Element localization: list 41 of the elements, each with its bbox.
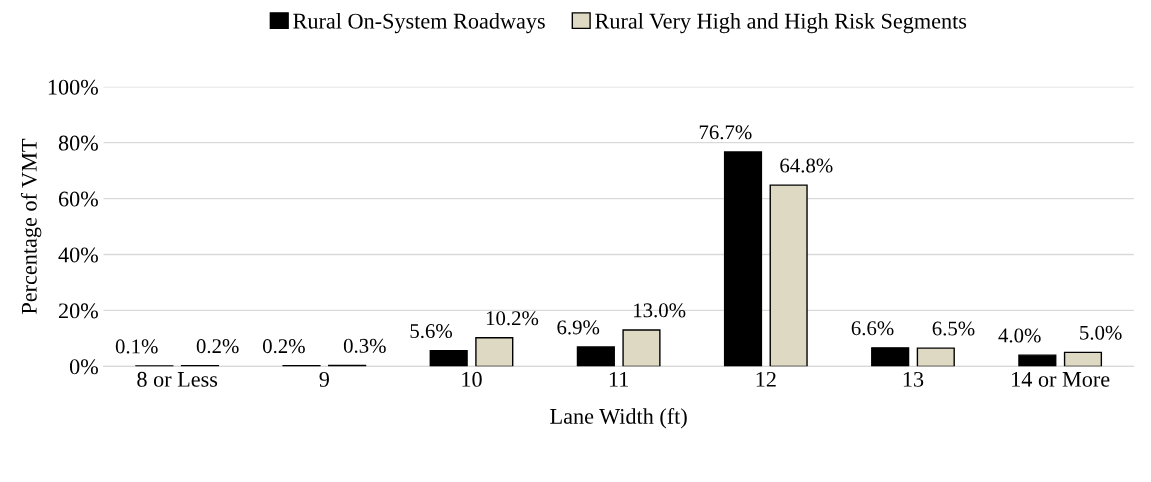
bar <box>916 347 955 367</box>
y-axis-title: Percentage of VMT <box>20 138 42 314</box>
data-label: 76.7% <box>699 125 752 140</box>
y-tick-label: 80% <box>58 135 98 151</box>
data-label: 13.0% <box>634 303 686 318</box>
data-label: 6.5% <box>932 321 975 336</box>
bar <box>723 151 763 367</box>
x-tick-label: 11 <box>609 371 629 387</box>
bar <box>769 184 808 367</box>
data-label: 64.8% <box>780 158 833 173</box>
data-label: 6.6% <box>851 321 894 336</box>
data-label: 0.1% <box>115 339 158 354</box>
bar <box>475 337 514 367</box>
legend-label: Rural On-System Roadways <box>293 13 545 34</box>
legend-label: Rural Very High and High Risk Segments <box>595 13 967 34</box>
data-label: 0.2% <box>196 339 239 354</box>
bar <box>576 346 615 367</box>
bar <box>1063 351 1103 367</box>
data-label: 6.9% <box>557 320 600 335</box>
y-tick-label: 60% <box>58 191 98 207</box>
data-label: 0.3% <box>343 338 386 353</box>
bar <box>429 349 468 367</box>
y-tick-label: 0% <box>69 359 98 375</box>
data-label: 5.6% <box>410 323 453 339</box>
bar <box>871 347 910 367</box>
x-tick-label: 13 <box>903 371 924 387</box>
x-tick-label: 14 or More <box>1012 371 1110 387</box>
data-label: 4.0% <box>998 328 1041 343</box>
x-tick-label: 10 <box>462 371 482 387</box>
x-tick-label: 12 <box>756 371 776 387</box>
data-label: 10.2% <box>486 311 539 326</box>
bar <box>1018 354 1057 367</box>
y-tick-label: 20% <box>58 303 98 319</box>
y-tick-label: 100% <box>48 79 98 95</box>
bar <box>622 329 661 367</box>
x-axis-title: Lane Width (ft) <box>550 408 687 429</box>
data-label: 0.2% <box>262 339 305 354</box>
y-tick-label: 40% <box>58 247 98 263</box>
data-label: 5.0% <box>1080 325 1122 340</box>
x-tick-label: 8 or Less <box>137 371 218 387</box>
x-tick-label: 9 <box>319 371 329 387</box>
